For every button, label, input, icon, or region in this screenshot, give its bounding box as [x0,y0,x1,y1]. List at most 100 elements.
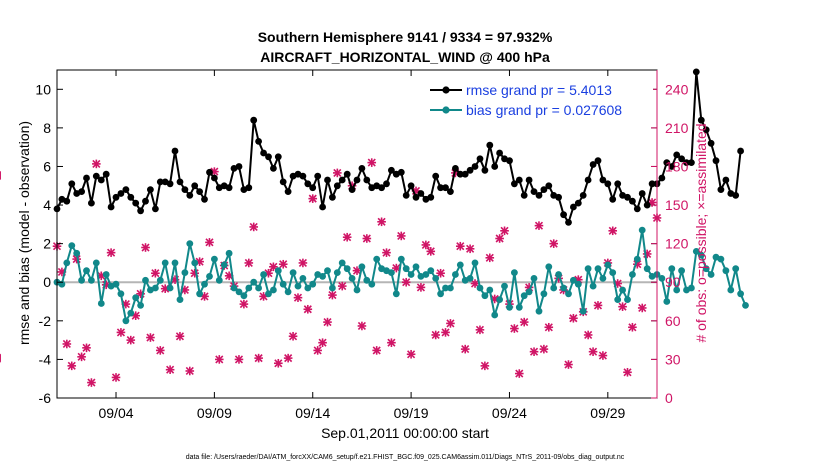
rmse-point [511,180,518,188]
obs-assimilated-point [328,290,337,300]
bias-point [333,269,341,276]
bias-point [697,251,705,259]
obs-assimilated-point [323,317,332,327]
bias-point [702,265,710,273]
rmse-point [314,172,322,180]
obs-assimilated-point [155,346,165,355]
bias-point [338,259,346,267]
bias-point [678,267,685,275]
obs-assimilated-point [234,355,244,364]
x-tick-label: 09/24 [492,405,527,421]
bias-point [274,267,282,275]
bias-point [476,284,484,292]
bias-point [570,276,577,284]
bias-point [491,311,499,319]
bias-point [515,303,523,311]
bias-point [530,275,538,282]
bias-point [245,284,253,292]
bias-point [156,276,164,284]
y2-tick-label: 210 [665,120,689,136]
bias-point [452,271,459,278]
bias-point [540,290,548,298]
obs-assimilated-point [623,367,632,377]
legend-rmse-marker [442,86,450,94]
obs-assimilated-point [426,247,436,256]
bias-point [427,267,435,275]
rmse-point [309,184,317,192]
rmse-point [117,190,125,197]
bias-point [633,255,641,263]
rmse-point [565,219,572,226]
obs-assimilated-point [274,358,283,368]
rmse-point [732,192,740,199]
rmse-point [156,178,164,186]
bias-point [692,248,700,255]
obs-assimilated-point [588,347,598,356]
bias-point [392,290,400,298]
rmse-point [461,170,469,178]
bias-point [270,286,277,294]
rmse-point [688,159,695,167]
y-tick-label: 2 [43,236,51,252]
obs-assimilated-point [367,158,377,167]
rmse-point [245,184,253,192]
bias-point [92,259,100,267]
obs-assimilated-point [628,322,637,332]
bias-point [324,267,331,275]
rmse-point [225,184,233,192]
bias-point [447,284,454,292]
rmse-point [692,68,700,76]
rmse-point [397,168,405,176]
rmse-point [678,155,685,163]
obs-assimilated-point [318,338,327,347]
bias-point [176,296,184,303]
obs-assimilated-point [210,167,219,176]
obs-assimilated-point [278,259,288,269]
bias-point [437,290,444,298]
bias-point [127,309,135,317]
bias-point [717,255,725,263]
rmse-point [299,172,307,180]
obs-assimilated-point [455,241,465,251]
rmse-point [97,176,105,184]
plot-area [0,68,749,387]
rmse-point [717,186,725,194]
bias-point [589,282,597,290]
bias-point [388,269,395,276]
obs-assimilated-point [396,231,406,241]
rmse-point [83,174,90,182]
obs-assimilated-point [288,331,298,341]
bias-point [688,284,695,292]
rmse-point [417,190,425,197]
rmse-point [570,203,577,211]
rmse-point [707,139,715,147]
obs-assimilated-point [416,283,426,292]
y-tick-label: 4 [43,197,51,213]
obs-assimilated-point [618,302,627,311]
bias-point [668,265,676,273]
y-tick-label: -4 [39,351,52,367]
rmse-point [63,197,71,205]
rmse-point [614,180,622,188]
rmse-point [629,197,636,205]
y-tick-label: 10 [35,81,51,97]
bias-point [240,292,248,300]
bias-point [707,271,715,278]
rmse-point [589,161,597,168]
obs-assimilated-point [372,346,381,355]
bias-point [584,265,592,273]
rmse-point [78,188,85,196]
rmse-point [191,182,199,190]
rmse-point [333,182,341,190]
bias-point [402,265,410,273]
rmse-point [206,168,213,176]
bias-point [496,296,503,303]
chart-subtitle: AIRCRAFT_HORIZONTAL_WIND @ 400 hPa [260,49,550,65]
obs-assimilated-point [539,344,549,354]
rmse-point [658,174,666,182]
rmse-point [181,186,189,194]
obs-assimilated-point [141,243,150,252]
rmse-point [663,159,671,167]
obs-assimilated-point [175,331,185,341]
